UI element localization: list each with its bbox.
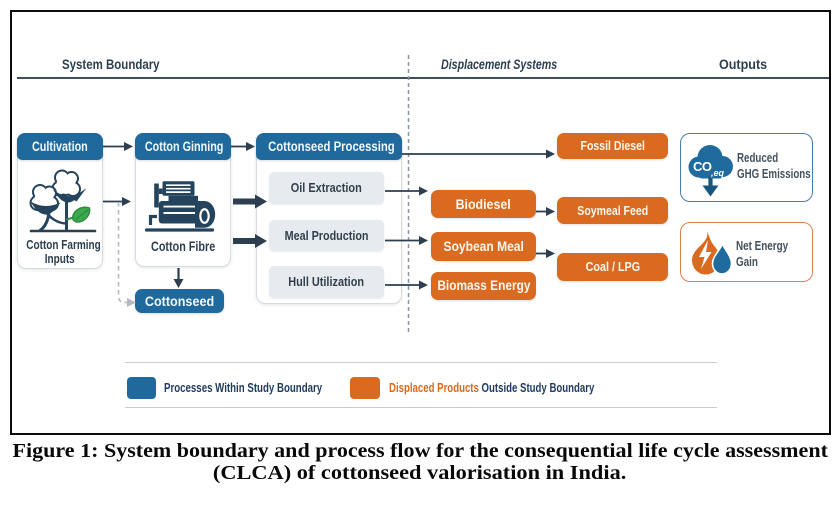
svg-text:,eq: ,eq xyxy=(710,168,725,178)
svg-text:CO: CO xyxy=(693,159,712,174)
